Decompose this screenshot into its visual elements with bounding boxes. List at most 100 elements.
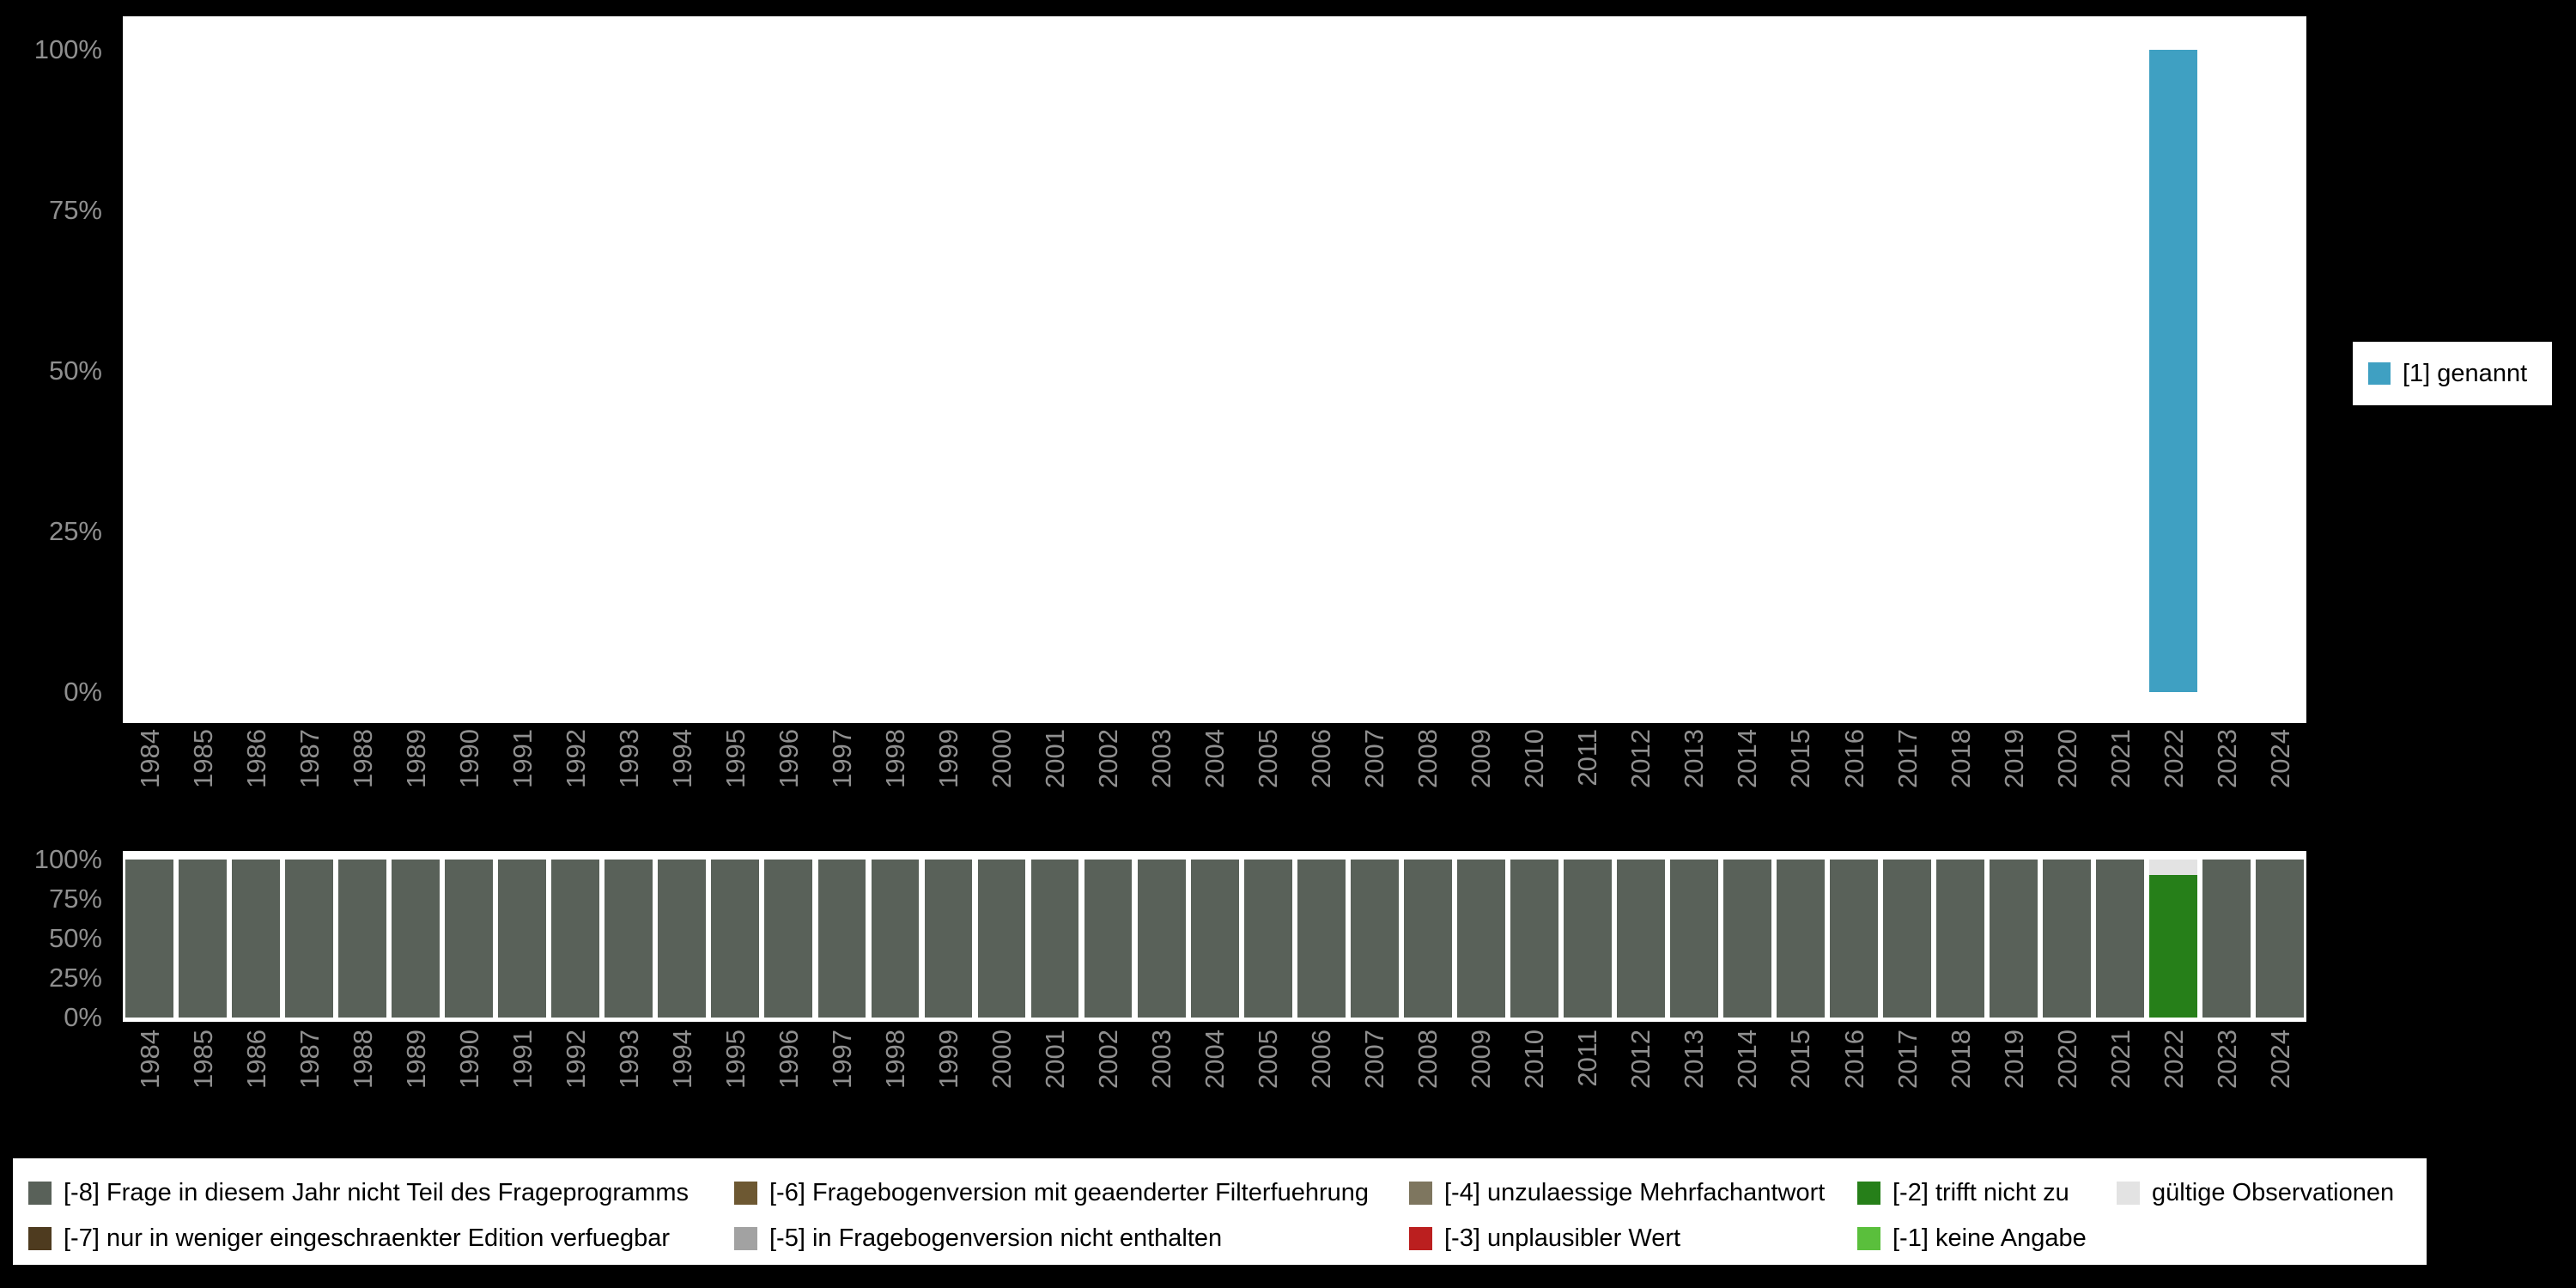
y-tick-100%: 100% [33, 34, 102, 64]
bar-column-1991 [495, 860, 549, 1018]
x-tick-2019: 2019 [1987, 1030, 2040, 1133]
bar-segment-1992 [551, 860, 600, 1018]
x-tick-label: 1993 [613, 1030, 644, 1089]
bar-column-2007 [1348, 860, 1401, 1018]
x-tick-2022: 2022 [2147, 729, 2200, 832]
bar-column-2008 [1401, 860, 1455, 1018]
x-tick-2009: 2009 [1455, 1030, 1508, 1133]
x-tick-1990: 1990 [442, 1030, 495, 1133]
legend-item: [-3] unplausibler Wert [1409, 1224, 1680, 1253]
bar-column-2007 [1348, 50, 1401, 692]
x-tick-2024: 2024 [2253, 1030, 2306, 1133]
bar-segment-1988 [338, 860, 387, 1018]
x-tick-2002: 2002 [1082, 1030, 1135, 1133]
x-tick-1995: 1995 [708, 1030, 762, 1133]
bar-column-2000 [975, 50, 1029, 692]
x-tick-1994: 1994 [655, 729, 708, 832]
bar-segment-2015 [1777, 860, 1825, 1018]
legend-swatch-icon [1857, 1227, 1880, 1250]
bar-column-2019 [1987, 50, 2040, 692]
x-tick-2014: 2014 [1721, 729, 1774, 832]
legend-swatch-icon [1409, 1227, 1432, 1250]
x-tick-label: 2015 [1785, 729, 1816, 788]
x-tick-label: 2017 [1892, 1030, 1923, 1089]
x-tick-2015: 2015 [1774, 729, 1827, 832]
legend-swatch-icon [734, 1227, 757, 1250]
y-tick-50%: 50% [48, 923, 102, 953]
y-tick-50%: 50% [48, 355, 102, 386]
bar-segment-2003 [1137, 860, 1186, 1018]
bar-column-2001 [1029, 50, 1082, 692]
x-tick-2011: 2011 [1561, 1030, 1614, 1133]
y-tick-0%: 0% [64, 1002, 102, 1032]
x-tick-2001: 2001 [1029, 1030, 1082, 1133]
x-tick-1993: 1993 [602, 1030, 655, 1133]
bar-column-1987 [283, 860, 336, 1018]
legend-item-label: [-5] in Fragebogenversion nicht enthalte… [769, 1224, 1223, 1252]
bar-segment-2010 [1510, 860, 1558, 1018]
bar-column-2018 [1934, 860, 1987, 1018]
x-tick-label: 2001 [1040, 1030, 1071, 1089]
x-tick-2016: 2016 [1827, 729, 1880, 832]
x-tick-1984: 1984 [123, 1030, 176, 1133]
x-tick-label: 2013 [1679, 1030, 1710, 1089]
bar-column-2021 [2093, 860, 2147, 1018]
bar-column-1995 [708, 860, 762, 1018]
bar-column-2022 [2147, 860, 2200, 1018]
x-tick-1985: 1985 [176, 1030, 229, 1133]
bar-column-1986 [229, 860, 283, 1018]
x-tick-label: 1989 [400, 729, 431, 788]
bar-column-1994 [655, 50, 708, 692]
bar-segment-2013 [1670, 860, 1718, 1018]
x-tick-2023: 2023 [2200, 729, 2253, 832]
top-chart-x-axis: 1984 1985 1986 1987 1988 1989 1990 1991 1992 1993… [123, 729, 2306, 832]
x-tick-label: 2024 [2264, 729, 2295, 788]
x-tick-1987: 1987 [283, 729, 336, 832]
bar-column-2009 [1455, 860, 1508, 1018]
x-tick-1991: 1991 [495, 729, 549, 832]
x-tick-label: 1988 [347, 729, 378, 788]
bar-column-1998 [868, 50, 921, 692]
x-tick-2005: 2005 [1242, 729, 1295, 832]
bottom-chart-y-axis: 100% 75% 50% 25% 0% [0, 844, 114, 1032]
legend-item-label: gültige Observationen [2152, 1179, 2395, 1206]
bar-column-1997 [815, 860, 868, 1018]
bar-column-2004 [1188, 50, 1242, 692]
bottom-chart-x-axis: 1984 1985 1986 1987 1988 1989 1990 1991 1992 1993… [123, 1030, 2306, 1133]
bar-column-2024 [2253, 860, 2306, 1018]
bar-column-2017 [1880, 50, 1934, 692]
y-tick-0%: 0% [64, 677, 102, 707]
bar-column-1997 [815, 50, 868, 692]
bar-column-1986 [229, 50, 283, 692]
x-tick-1995: 1995 [708, 729, 762, 832]
bar-column-2015 [1774, 50, 1827, 692]
genannt-legend-swatch-icon [2368, 362, 2391, 385]
x-tick-label: 2002 [1093, 729, 1124, 788]
x-tick-label: 2004 [1200, 1030, 1230, 1089]
bar-column-2014 [1721, 860, 1774, 1018]
bar-segment-2002 [1084, 860, 1133, 1018]
x-tick-label: 2007 [1359, 729, 1390, 788]
legend-swatch-icon [1857, 1182, 1880, 1205]
x-tick-2006: 2006 [1295, 1030, 1348, 1133]
bar-column-2005 [1242, 50, 1295, 692]
x-tick-1997: 1997 [815, 1030, 868, 1133]
x-tick-label: 1992 [560, 729, 591, 788]
x-tick-label: 2024 [2264, 1030, 2295, 1089]
bar-column-1990 [442, 50, 495, 692]
bar-column-2004 [1188, 860, 1242, 1018]
x-tick-label: 2011 [1572, 1030, 1603, 1087]
legend-item: [-1] keine Angabe [1857, 1224, 2087, 1253]
x-tick-label: 2003 [1146, 1030, 1177, 1089]
bar-column-2017 [1880, 860, 1934, 1018]
x-tick-label: 2017 [1892, 729, 1923, 788]
bar-column-2005 [1242, 860, 1295, 1018]
bar-column-1993 [602, 860, 655, 1018]
bar-segment-1994 [658, 860, 707, 1018]
x-tick-label: 1991 [507, 729, 538, 788]
bar-segment-2012 [1616, 860, 1665, 1018]
x-tick-label: 2014 [1732, 1030, 1763, 1089]
x-tick-2005: 2005 [1242, 1030, 1295, 1133]
x-tick-label: 2005 [1253, 729, 1284, 788]
x-tick-label: 1984 [134, 729, 165, 788]
